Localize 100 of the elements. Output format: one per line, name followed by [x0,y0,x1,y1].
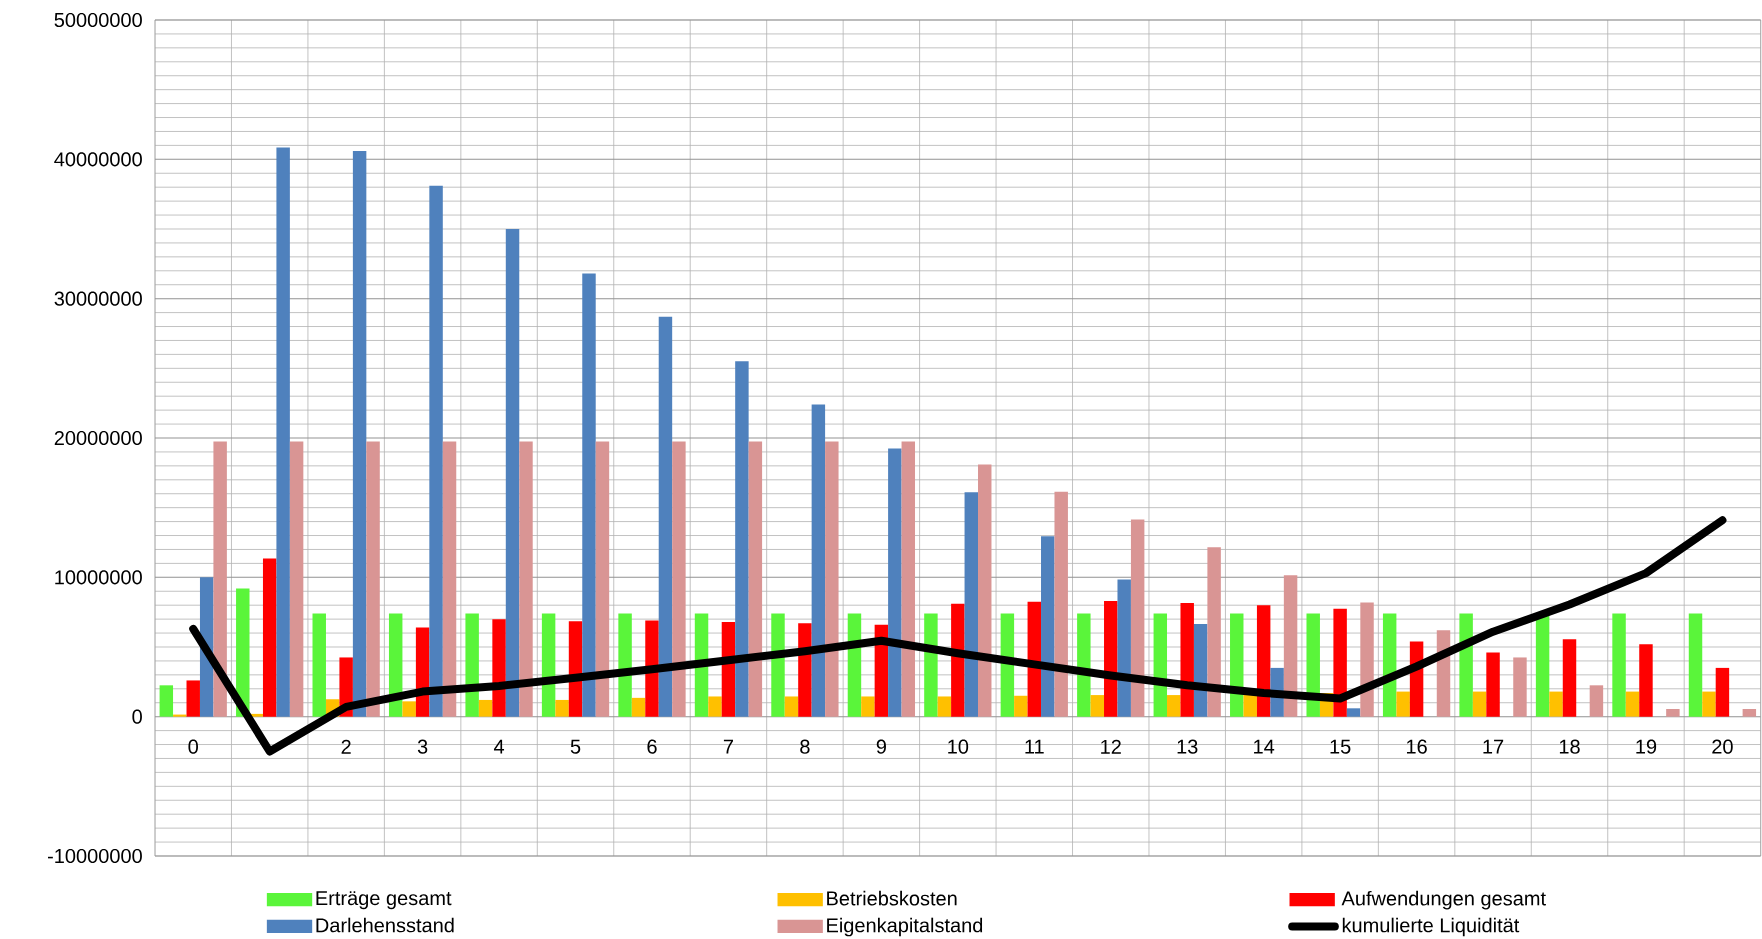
bar [1167,695,1181,717]
x-tick-label: 6 [647,739,657,754]
bar [1077,613,1091,717]
y-tick-label: 40000000 [54,152,142,167]
bar [312,613,326,717]
bar [825,441,839,717]
y-tick-label: 30000000 [54,291,142,306]
bar [236,588,250,717]
x-tick-label: 8 [800,739,810,754]
bar [888,448,902,717]
bar [1549,691,1563,717]
bar [519,441,533,717]
bar [937,696,952,717]
bar [1625,691,1640,717]
bar [771,613,785,717]
bar [1486,652,1500,717]
legend-label: Eigenkapitalstand [827,917,983,937]
x-tick-label: 7 [723,739,734,754]
bar [978,464,992,717]
x-tick-label: 18 [1559,739,1580,754]
bar [1104,601,1118,717]
y-tick-label: 20000000 [54,430,142,446]
bar [595,441,610,717]
x-tick-label: 9 [876,739,886,754]
x-tick-label: 20 [1712,739,1733,754]
bar [186,680,200,717]
bar [159,685,174,717]
bar [213,441,227,717]
bar [1306,613,1320,717]
bar [1130,519,1145,717]
bar [748,441,763,717]
bar [276,147,290,717]
bar [402,701,416,717]
bar [1666,709,1680,717]
bar [1396,691,1410,717]
bar [1360,602,1374,717]
x-tick-label: 3 [417,739,428,754]
bar [429,185,443,717]
bar [924,613,938,717]
bar [1702,691,1716,717]
bar [289,441,304,717]
bar [1535,613,1550,717]
y-tick-label: 50000000 [54,12,142,28]
y-tick-label: -10000000 [47,848,142,864]
bar [1041,536,1055,717]
x-tick-label: 4 [493,739,505,754]
bar [1472,691,1487,717]
x-tick-label: 5 [570,739,581,754]
legend-label: Darlehensstand [316,917,454,933]
legend-label: kumulierte Liquidität [1342,917,1520,937]
bar [1014,695,1028,717]
bar [645,620,659,717]
bar [901,441,916,717]
bar [1715,667,1730,717]
bar [618,613,632,717]
x-tick-label: 16 [1406,739,1427,754]
bar [631,697,646,717]
x-tick-label: 11 [1025,739,1044,754]
bar [1180,603,1194,717]
bar [262,558,277,717]
bar [964,492,979,717]
bar [951,603,965,717]
bar [708,696,722,717]
bar [1459,613,1473,717]
bar [1283,575,1298,717]
bar [1333,608,1347,717]
y-tick-label: 0 [132,709,142,724]
x-tick-label: 15 [1330,739,1351,754]
bar [672,441,686,717]
bar [1562,639,1577,717]
bar [1054,491,1068,717]
bar [1117,579,1131,717]
bar [492,619,506,717]
bar [1612,613,1626,717]
bar [1243,694,1257,717]
bar [173,714,187,717]
y-tick-label: 10000000 [55,570,142,585]
bar [658,316,673,717]
bar [505,229,520,717]
bar [798,623,812,717]
bar [1639,644,1653,717]
bar [1688,613,1703,717]
x-tick-label: 0 [188,739,198,754]
x-tick-label: 12 [1101,739,1121,754]
bar [1090,695,1105,717]
bar [784,696,799,717]
x-tick-label: 19 [1636,739,1657,754]
bar [1742,709,1757,717]
bar [811,404,826,717]
bar [1513,657,1527,717]
bar [1346,708,1361,717]
x-tick-label: 14 [1254,739,1275,754]
bar [366,441,380,717]
bar [478,699,493,717]
bar [1589,685,1604,717]
legend-label: Aufwendungen gesamt [1341,890,1546,910]
bar [465,613,479,717]
bar [352,150,367,717]
bar [735,361,749,717]
bar [1256,605,1271,717]
